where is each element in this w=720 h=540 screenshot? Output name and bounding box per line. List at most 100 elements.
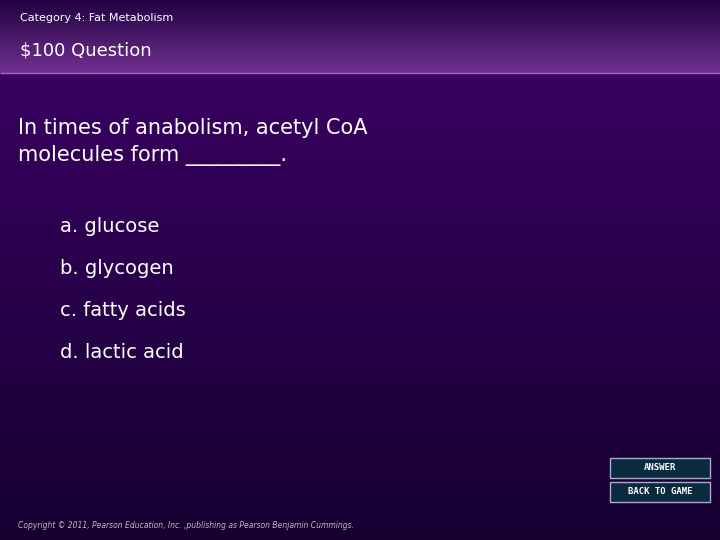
Bar <box>0 488 720 491</box>
Bar <box>0 481 720 484</box>
Bar <box>0 264 720 267</box>
Bar <box>0 483 720 487</box>
Bar <box>0 350 720 353</box>
Bar <box>0 373 720 376</box>
Bar <box>0 16 720 17</box>
Bar <box>0 320 720 323</box>
Bar <box>0 408 720 411</box>
Bar <box>0 130 720 134</box>
Bar <box>0 62 720 64</box>
Bar <box>0 15 720 17</box>
Bar <box>0 44 720 45</box>
Bar <box>0 406 720 409</box>
Bar <box>0 55 720 56</box>
Bar <box>0 179 720 183</box>
Bar <box>0 0 720 2</box>
Bar <box>0 450 720 454</box>
Bar <box>0 249 720 253</box>
Bar <box>0 364 720 367</box>
Bar <box>0 0 720 1</box>
Bar <box>0 2 720 4</box>
Text: a. glucose: a. glucose <box>60 217 159 235</box>
Bar <box>0 292 720 295</box>
Bar <box>0 18 720 19</box>
Bar <box>0 175 720 178</box>
Bar <box>0 380 720 383</box>
Bar <box>0 525 720 528</box>
Bar <box>0 296 720 300</box>
Bar <box>0 22 720 23</box>
Bar <box>0 47 720 49</box>
Bar <box>0 455 720 458</box>
Bar <box>0 357 720 360</box>
Bar <box>0 247 720 251</box>
Bar <box>0 24 720 25</box>
Bar <box>0 105 720 108</box>
Bar <box>0 116 720 120</box>
Bar <box>0 492 720 496</box>
Bar <box>0 121 720 124</box>
Bar <box>0 497 720 500</box>
Bar <box>0 84 720 87</box>
Bar <box>0 327 720 330</box>
Bar <box>0 474 720 477</box>
Bar <box>0 3 720 5</box>
Bar <box>0 334 720 337</box>
Bar <box>0 57 720 58</box>
Bar <box>0 530 720 533</box>
Bar <box>0 57 720 59</box>
Bar <box>0 49 720 50</box>
Bar <box>0 17 720 18</box>
Bar <box>0 382 720 386</box>
Bar <box>0 516 720 519</box>
Bar <box>0 245 720 248</box>
Bar <box>0 29 720 31</box>
Bar <box>0 75 720 78</box>
Bar <box>0 51 720 53</box>
Bar <box>0 355 720 358</box>
Bar <box>0 378 720 381</box>
Bar <box>0 434 720 437</box>
Bar <box>0 282 720 286</box>
Bar <box>0 168 720 171</box>
Bar <box>0 177 720 180</box>
Bar <box>0 289 720 293</box>
Bar <box>0 63 720 64</box>
Bar <box>0 71 720 73</box>
Bar <box>0 532 720 535</box>
Bar <box>0 453 720 456</box>
Bar <box>0 31 720 33</box>
Bar <box>0 285 720 288</box>
Bar <box>0 13 720 15</box>
Bar <box>0 12 720 14</box>
Bar <box>0 310 720 314</box>
Bar <box>0 161 720 164</box>
Bar <box>0 399 720 402</box>
Bar <box>0 324 720 328</box>
Bar <box>0 514 720 517</box>
Bar <box>0 82 720 85</box>
Text: $100 Question: $100 Question <box>20 41 152 59</box>
Bar <box>0 71 720 72</box>
Bar <box>0 420 720 423</box>
Bar <box>0 427 720 430</box>
Bar <box>0 7 720 9</box>
Bar <box>0 303 720 307</box>
FancyBboxPatch shape <box>610 482 710 502</box>
Bar <box>0 500 720 503</box>
Bar <box>0 182 720 185</box>
Bar <box>0 28 720 30</box>
Bar <box>0 210 720 213</box>
Bar <box>0 184 720 187</box>
Bar <box>0 198 720 201</box>
Bar <box>0 273 720 276</box>
Bar <box>0 24 720 26</box>
Bar <box>0 9 720 10</box>
Bar <box>0 38 720 40</box>
Bar <box>0 1 720 3</box>
Bar <box>0 36 720 38</box>
Bar <box>0 301 720 304</box>
Bar <box>0 91 720 94</box>
Bar <box>0 507 720 510</box>
Text: Copyright © 2011, Pearson Education, Inc. ,publishing as Pearson Benjamin Cummin: Copyright © 2011, Pearson Education, Inc… <box>18 522 354 530</box>
